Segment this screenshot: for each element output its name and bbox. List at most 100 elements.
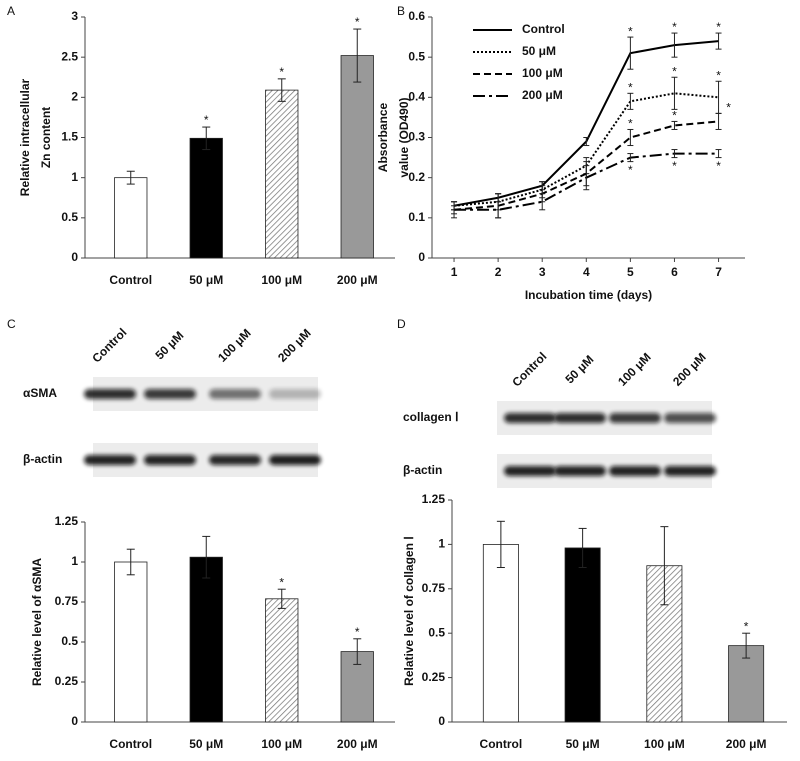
- bar: [482, 544, 519, 723]
- y-axis-label: Absorbance: [376, 103, 390, 173]
- error-bar: [742, 632, 751, 659]
- blot-band: [664, 466, 716, 476]
- blot-band: [269, 455, 321, 465]
- lane-label: Control: [509, 349, 549, 389]
- error-bar: [277, 78, 286, 102]
- y-tick-label: 3: [71, 9, 78, 23]
- y-tick-label: 0.1: [408, 210, 425, 224]
- blot-band: [269, 389, 321, 399]
- y-tick-label: 0: [71, 250, 78, 264]
- x-tick-label: 2: [495, 265, 502, 279]
- error-bar: [126, 170, 135, 185]
- y-tick-label: 1: [438, 537, 445, 551]
- y-tick-label: 0.25: [422, 670, 446, 684]
- error-bar: [126, 548, 135, 576]
- blot-row-label: β-actin: [403, 463, 442, 477]
- y-tick-label: 0.2: [408, 170, 425, 184]
- error-bar: [715, 32, 722, 50]
- y-tick-label: 0.3: [408, 130, 425, 144]
- y-axis-label: Zn content: [39, 107, 53, 168]
- bar: [564, 547, 601, 723]
- y-axis-label: Relative level of αSMA: [30, 558, 44, 686]
- y-tick-label: 0.75: [422, 581, 446, 595]
- error-bar: [451, 205, 458, 215]
- error-bar: [202, 535, 211, 579]
- significance-marker: *: [628, 163, 633, 177]
- x-tick-label: 50 μM: [189, 737, 223, 751]
- blot-band: [84, 455, 136, 465]
- y-tick-label: 0.6: [408, 9, 425, 23]
- x-tick-label: 6: [671, 265, 678, 279]
- x-tick-label: Control: [109, 737, 152, 751]
- y-tick-label: 0.4: [408, 90, 425, 104]
- bar: [646, 565, 683, 723]
- blot-band: [664, 413, 716, 423]
- significance-marker: *: [672, 159, 677, 173]
- error-bar: [277, 588, 286, 609]
- error-bar: [495, 201, 502, 219]
- blot-band: [554, 413, 606, 423]
- significance-marker: *: [279, 65, 284, 79]
- significance-marker: *: [672, 109, 677, 123]
- panel-label: C: [7, 317, 16, 331]
- error-bar: [583, 165, 590, 191]
- blot-band: [209, 455, 261, 465]
- error-bar: [671, 120, 678, 130]
- blot-band: [609, 413, 661, 423]
- x-tick-label: 5: [627, 265, 634, 279]
- error-bar: [627, 36, 634, 70]
- lane-label: Control: [89, 325, 129, 365]
- significance-marker: *: [628, 117, 633, 131]
- x-axis-label: Incubation time (days): [525, 288, 652, 302]
- significance-marker: *: [628, 80, 633, 94]
- blot-row-label: collagen Ⅰ: [403, 410, 459, 424]
- y-tick-label: 1.25: [55, 514, 79, 528]
- y-tick-label: 0.75: [55, 594, 79, 608]
- bar: [189, 137, 223, 259]
- error-bar: [627, 92, 634, 110]
- legend-label: Control: [522, 22, 565, 36]
- x-tick-label: 3: [539, 265, 546, 279]
- x-tick-label: 200 μM: [337, 273, 378, 287]
- bar: [189, 556, 223, 723]
- error-bar: [627, 153, 634, 163]
- y-tick-label: 2: [71, 90, 78, 104]
- blot-row-label: β-actin: [23, 452, 62, 466]
- panel-label: D: [397, 317, 406, 331]
- blot-row-label: αSMA: [23, 386, 57, 400]
- y-tick-label: 0.5: [61, 210, 78, 224]
- legend-label: 50 μM: [522, 44, 556, 58]
- blot-band: [84, 389, 136, 399]
- lane-label: 100 μM: [215, 326, 254, 365]
- error-bar: [715, 149, 722, 159]
- lane-label: 200 μM: [670, 350, 709, 389]
- y-tick-label: 0.5: [428, 625, 445, 639]
- y-axis-label: value (OD490): [397, 97, 411, 177]
- x-tick-label: 200 μM: [726, 737, 767, 751]
- error-bar: [671, 76, 678, 110]
- bar: [265, 89, 299, 259]
- x-tick-label: Control: [109, 273, 152, 287]
- x-tick-label: 100 μM: [644, 737, 685, 751]
- x-tick-label: 7: [715, 265, 722, 279]
- error-bar: [353, 638, 362, 665]
- significance-marker: *: [355, 15, 360, 29]
- blot-band: [609, 466, 661, 476]
- x-tick-label: 50 μM: [566, 737, 600, 751]
- significance-marker: *: [672, 64, 677, 78]
- y-axis-label: Relative intracellular: [18, 78, 32, 196]
- y-tick-label: 0.5: [61, 634, 78, 648]
- panel-label: A: [7, 4, 15, 18]
- legend-label: 200 μM: [522, 88, 563, 102]
- blot-band: [144, 455, 196, 465]
- blot-band: [209, 389, 261, 399]
- error-bar: [715, 112, 722, 130]
- y-tick-label: 1: [71, 554, 78, 568]
- x-tick-label: 50 μM: [189, 273, 223, 287]
- error-bar: [627, 128, 634, 147]
- y-axis-label: Relative level of collagen Ⅰ: [402, 536, 416, 686]
- significance-marker: *: [716, 159, 721, 173]
- x-tick-label: Control: [480, 737, 523, 751]
- blot-band: [504, 466, 556, 476]
